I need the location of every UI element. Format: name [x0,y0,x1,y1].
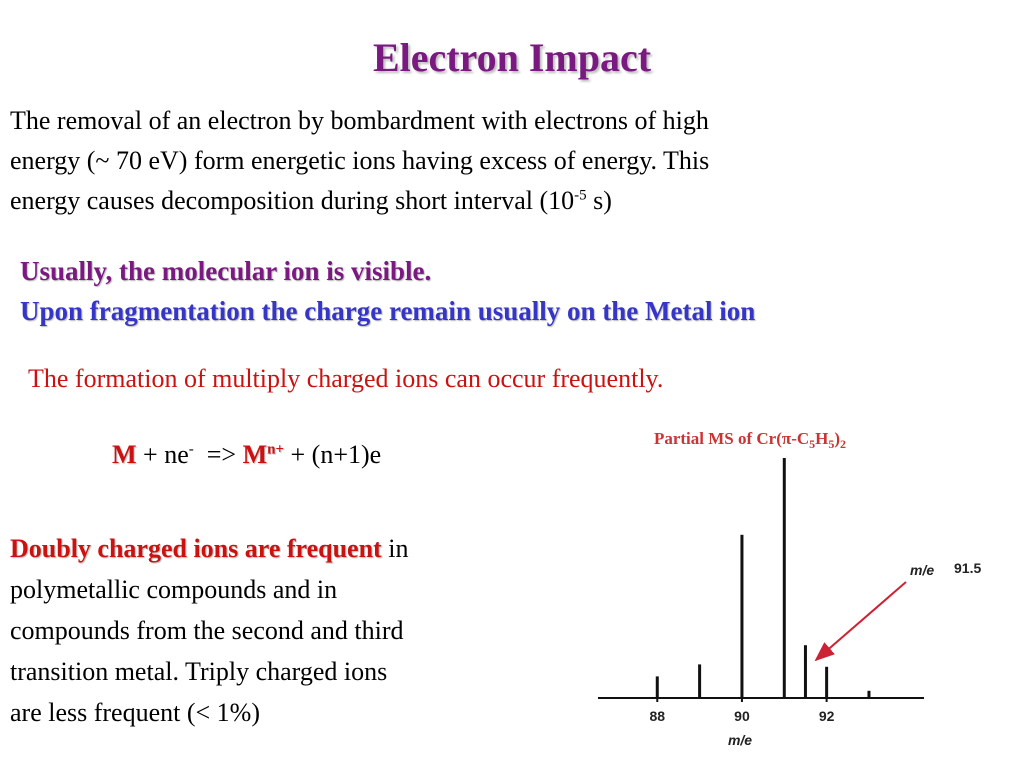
intro-line: The removal of an electron by bombardmen… [10,106,709,135]
text: in [381,534,409,563]
text: + ne [136,440,189,469]
product: M [242,440,268,469]
text: + (n+1)e [284,440,382,469]
note: The formation of multiply charged ions c… [28,364,664,393]
peak [698,664,702,698]
text: energy causes decomposition during short… [10,186,575,215]
superscript: -5 [574,187,587,204]
intro-line: energy (~ 70 eV) form energetic ions hav… [10,146,710,175]
reactant: M [112,440,137,469]
para-line: Doubly charged ions are frequent in [10,534,408,564]
peak [825,666,829,698]
superscript: - [188,441,194,458]
arrow [814,581,907,662]
title-part: ) [834,429,840,448]
text: s) [586,186,612,215]
subscript: 2 [840,437,846,451]
para-line: are less frequent (< 1%) [10,698,260,727]
annotation-value: 91.5 [954,560,981,576]
subscript: 5 [809,437,815,451]
annotation-label: m/e [910,562,934,578]
x-tick-label: 92 [819,708,835,724]
x-axis-label: m/e [728,732,752,748]
title-part: Partial MS of Cr(π-C [654,429,809,448]
superscript: n+ [267,441,285,458]
subscript: 5 [828,437,834,451]
peak [740,534,744,698]
para-line: compounds from the second and third [10,616,404,645]
title-part: H [815,429,828,448]
peak [782,458,786,698]
slide-title: Electron Impact [372,35,652,80]
highlight: Upon fragmentation the charge remain usu… [20,296,756,326]
peak [867,690,871,698]
intro-line: energy causes decomposition during short… [10,186,612,216]
peak [655,676,659,698]
chart-title: Partial MS of Cr(π-C5H5)2 [654,429,846,451]
x-tick-label: 90 [734,708,750,724]
para-line: polymetallic compounds and in [10,575,338,604]
x-tick-label: 88 [649,708,665,724]
equation: M + ne- => Mn+ + (n+1)e [112,440,381,470]
text: => [193,440,243,469]
para-line: transition metal. Triply charged ions [10,657,388,686]
spectrum: Partial MS of Cr(π-C5H5)288 90 92m/em/e 91.… [598,429,981,748]
highlight: Usually, the molecular ion is visible. [20,256,432,286]
emphasis: Doubly charged ions are frequent [10,534,382,563]
peak [803,645,807,698]
